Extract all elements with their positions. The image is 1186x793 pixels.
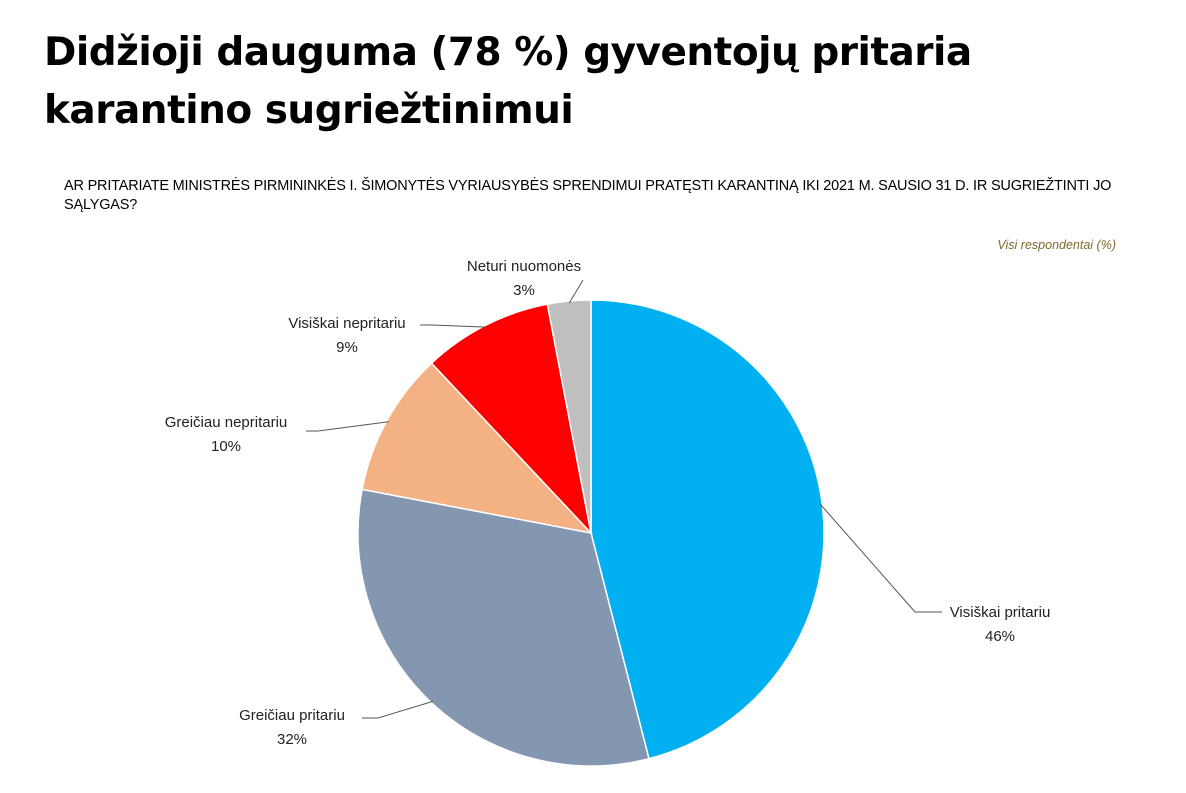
survey-question: AR PRITARIATE MINISTRĖS PIRMININKĖS I. Š… <box>64 178 1112 213</box>
pie-slice-2 <box>357 488 650 767</box>
page-title: Didžioji dauguma (78 %) gyventojų pritar… <box>44 30 972 133</box>
slice-label-value-2: 32% <box>277 731 307 748</box>
pie-slice-3 <box>361 362 594 535</box>
leader-line-3 <box>306 421 389 432</box>
slice-label-name-4: Visiškai nepritariu <box>288 315 405 332</box>
pie-slice-4 <box>430 303 593 536</box>
slice-label-value-4: 9% <box>336 339 358 356</box>
leader-line-4 <box>420 324 487 328</box>
slice-label-value-3: 10% <box>211 438 241 455</box>
leader-line-5 <box>568 279 584 304</box>
slice-label-name-5: Neturi nuomonės <box>467 258 581 275</box>
respondents-note: Visi respondentai (%) <box>997 238 1116 252</box>
leader-line-1 <box>819 503 942 613</box>
pie-slice-5 <box>546 299 592 534</box>
slice-label-value-5: 3% <box>513 282 535 299</box>
slice-label-name-2: Greičiau pritariu <box>239 707 345 724</box>
pie-slice-1 <box>590 299 825 760</box>
leader-line-2 <box>362 700 434 719</box>
slice-label-value-1: 46% <box>985 628 1015 645</box>
slice-label-name-3: Greičiau nepritariu <box>165 414 288 431</box>
slice-label-name-1: Visiškai pritariu <box>950 604 1051 621</box>
